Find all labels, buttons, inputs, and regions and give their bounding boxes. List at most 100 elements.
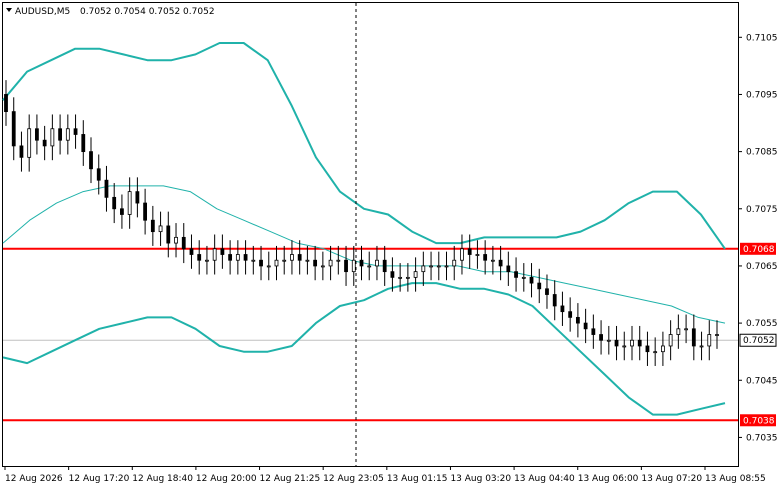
y-tick-label: 0.7075	[746, 205, 778, 215]
candle-body	[405, 276, 410, 279]
candle-body	[630, 339, 634, 347]
candle-body	[691, 328, 696, 347]
x-tick-label: 12 Aug 2026	[5, 474, 63, 484]
candle-body	[42, 139, 47, 147]
candle-body	[661, 345, 665, 353]
candle-body	[81, 134, 86, 153]
candle-body	[684, 328, 688, 331]
level-price-tag	[740, 242, 776, 255]
candle-body	[89, 151, 93, 170]
symbol-label: AUDUSD,M5	[15, 7, 70, 17]
candle-body	[197, 254, 202, 261]
candle-body	[189, 248, 194, 255]
candle-body	[614, 339, 619, 347]
ohlc-label: 0.7052 0.7054 0.7052 0.7052	[80, 7, 215, 17]
candle-body	[73, 128, 78, 135]
x-tick-label: 13 Aug 01:15	[387, 474, 448, 484]
bollinger-lower-band	[2, 282, 726, 416]
candle-body	[282, 259, 287, 262]
x-tick-label: 12 Aug 17:20	[69, 474, 130, 484]
candle-body	[235, 254, 240, 261]
candle-body	[575, 316, 580, 324]
current-price-tag	[739, 333, 777, 347]
candle-body	[65, 128, 70, 141]
candle-body	[259, 259, 263, 267]
candle-body	[11, 111, 16, 147]
candle-body	[498, 259, 503, 267]
candle-body	[127, 191, 132, 215]
candle-body	[243, 254, 248, 261]
candle-body	[452, 259, 457, 267]
candle-body	[506, 265, 511, 273]
candle-body	[637, 339, 642, 347]
y-tick-label: 0.7105	[746, 33, 778, 43]
bollinger-upper-band	[2, 42, 726, 250]
candle-body	[413, 271, 418, 278]
candle-body	[375, 259, 379, 267]
candle-body	[645, 345, 650, 353]
candle-body	[622, 345, 627, 348]
candle-body	[707, 334, 712, 347]
candle-body	[398, 276, 403, 279]
candle-body	[606, 339, 611, 342]
x-tick-label: 12 Aug 21:25	[260, 474, 321, 484]
candle-body	[228, 254, 233, 261]
candle-body	[251, 259, 256, 262]
bollinger-middle-band	[2, 185, 726, 324]
x-tick-label: 13 Aug 08:55	[705, 474, 766, 484]
candle-body	[112, 196, 117, 210]
candle-body	[475, 254, 480, 256]
symbol-header: AUDUSD,M5 0.7052 0.7054 0.7052 0.7052	[6, 7, 215, 17]
x-tick-label: 13 Aug 04:40	[514, 474, 575, 484]
candle-body	[715, 334, 719, 336]
candle-body	[336, 259, 341, 262]
candle-body	[429, 265, 433, 268]
candle-body	[583, 322, 588, 330]
candle-body	[143, 202, 148, 221]
candle-body	[19, 145, 24, 158]
candle-body	[50, 128, 55, 147]
candle-body	[205, 259, 209, 262]
candle-body	[220, 248, 225, 255]
candle-body	[150, 219, 155, 233]
candle-body	[367, 265, 372, 268]
candle-body	[35, 128, 39, 141]
candle-body	[444, 265, 449, 268]
candle-body	[460, 248, 464, 261]
collapse-triangle-icon[interactable]	[6, 8, 12, 12]
candle-body	[653, 351, 658, 354]
candle-body	[529, 276, 534, 284]
candle-body	[297, 254, 302, 261]
candle-body	[212, 248, 217, 261]
candle-body	[382, 259, 387, 273]
candle-body	[174, 236, 178, 244]
candle-body	[560, 305, 565, 313]
candle-body	[699, 345, 704, 348]
candle-body	[483, 254, 488, 261]
x-tick-label: 13 Aug 06:00	[578, 474, 639, 484]
candle-body	[181, 236, 186, 250]
candle-body	[668, 334, 673, 347]
y-tick-label: 0.7065	[746, 262, 778, 272]
candle-body	[4, 94, 8, 113]
candle-body	[390, 271, 395, 278]
candle-body	[359, 259, 364, 267]
candle-body	[344, 259, 348, 273]
x-tick-label: 12 Aug 18:40	[132, 474, 193, 484]
x-tick-label: 13 Aug 03:20	[450, 474, 511, 484]
current-price-label: 0.7052	[743, 336, 775, 346]
candle-body	[120, 208, 124, 215]
candle-body	[490, 259, 495, 262]
y-tick-label: 0.7035	[746, 433, 778, 443]
candle-body	[514, 271, 518, 278]
candle-body	[266, 265, 271, 268]
candle-body	[305, 259, 310, 262]
y-tick-label: 0.7055	[746, 319, 778, 329]
x-tick-label: 12 Aug 23:05	[323, 474, 384, 484]
candle-body	[313, 259, 318, 267]
candle-body	[552, 294, 557, 307]
candle-body	[537, 282, 542, 290]
candle-body	[568, 311, 573, 318]
